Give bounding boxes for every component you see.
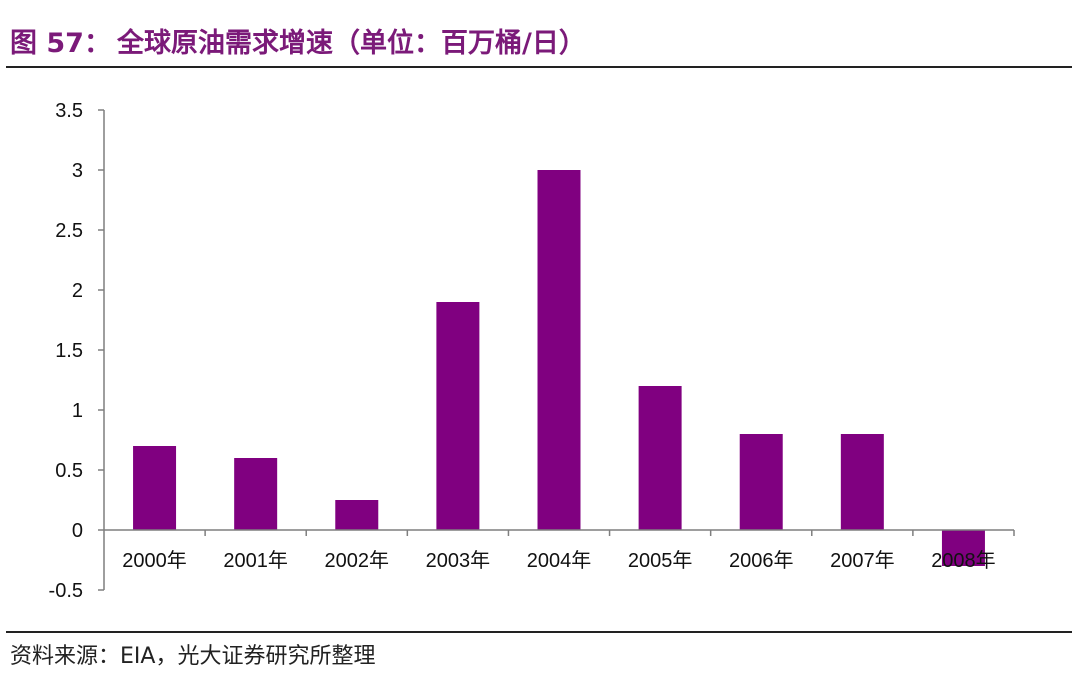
- bar-2004: [537, 170, 581, 530]
- bar-chart: 3.5 3 2.5 2 1.5 1 0.5 0 -0.5 2000年 2001年 2002年 2003年…: [49, 100, 1015, 602]
- y-tick-label: -0.5: [49, 580, 83, 602]
- x-tick-label: 2006年: [729, 549, 794, 572]
- x-tick-label: 2003年: [426, 549, 491, 572]
- y-tick-label: 1: [72, 400, 83, 422]
- bottom-divider: [6, 631, 1072, 633]
- x-tick-label: 2004年: [527, 549, 592, 572]
- y-tick-label: 1.5: [55, 340, 83, 362]
- bar-2008: [941, 530, 985, 566]
- y-tick-label: 0.5: [55, 460, 83, 482]
- x-tick-label: 2002年: [325, 549, 390, 572]
- y-tick-label: 2.5: [55, 220, 83, 242]
- source-note: 资料来源：EIA，光大证券研究所整理: [10, 638, 375, 670]
- chart-container: 3.5 3 2.5 2 1.5 1 0.5 0 -0.5 2000年 2001年 2002年 2003年…: [0, 68, 1080, 628]
- bar-2007: [840, 434, 884, 530]
- bar-2005: [638, 386, 682, 530]
- top-divider: [6, 66, 1072, 68]
- y-tick-label: 3.5: [55, 100, 83, 122]
- x-tick-label: 2000年: [122, 549, 187, 572]
- y-tick-label: 2: [72, 280, 83, 302]
- figure-title: 图 57： 全球原油需求增速（单位：百万桶/日）: [10, 16, 1070, 64]
- y-tick-label: 3: [72, 160, 83, 182]
- bar-2006: [739, 434, 783, 530]
- bar-2002: [335, 500, 379, 530]
- x-tick-label: 2005年: [628, 549, 693, 572]
- source-text: 资料来源：EIA，光大证券研究所整理: [10, 644, 376, 669]
- chart-title: 全球原油需求增速（单位：百万桶/日）: [116, 27, 586, 59]
- y-tick-label: 0: [72, 520, 83, 542]
- figure-number: 图 57：: [10, 27, 111, 59]
- bar-2003: [436, 302, 480, 530]
- x-tick-label: 2007年: [830, 549, 895, 572]
- x-tick-label: 2001年: [223, 549, 288, 572]
- x-tick-label: 2008年: [931, 549, 996, 572]
- bar-2000: [133, 446, 177, 530]
- bar-2001: [234, 458, 278, 530]
